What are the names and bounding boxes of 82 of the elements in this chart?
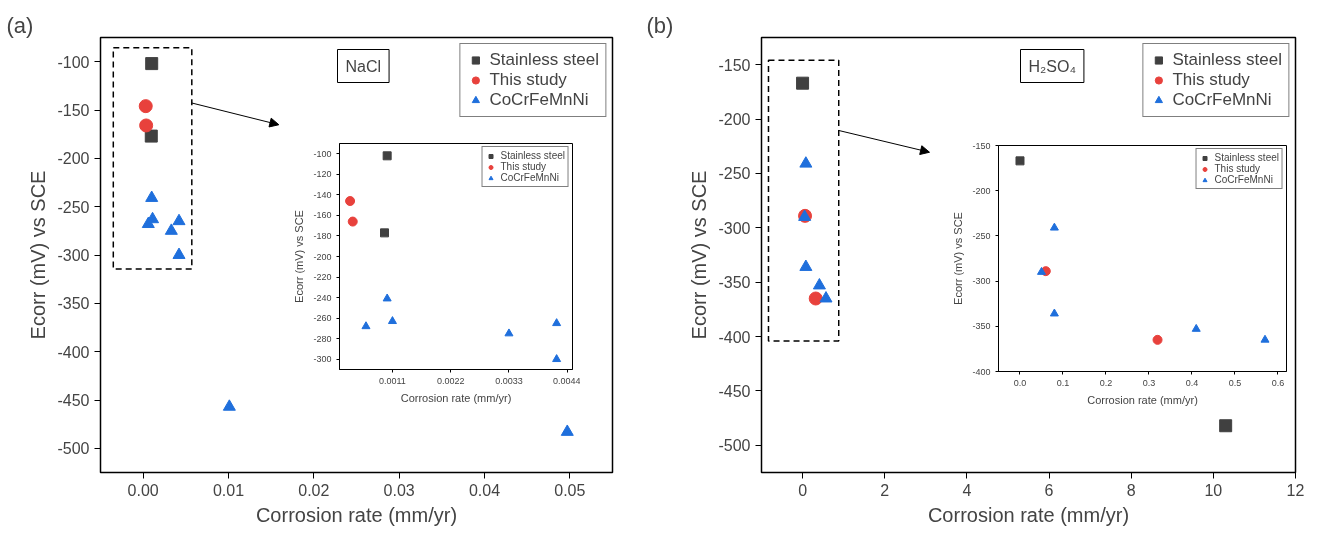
x-tick-label: 4 — [962, 481, 972, 499]
legend-label: This study — [489, 70, 567, 90]
y-tick-label: -350 — [718, 274, 751, 292]
legend-label: Stainless steel — [489, 50, 599, 70]
y-tick-label: -120 — [313, 169, 332, 180]
y-tick-label: -300 — [718, 219, 751, 237]
y-tick-label: -250 — [972, 230, 991, 241]
x-tick-label: 0.2 — [1099, 377, 1113, 388]
y-tick-label: -150 — [718, 56, 751, 74]
y-tick-label: -400 — [57, 343, 90, 361]
x-tick-label: 0.0044 — [552, 375, 581, 386]
y-tick-label: -180 — [313, 230, 332, 241]
annotation: NaCl — [345, 57, 382, 75]
x-tick-label: 0 — [798, 481, 808, 499]
y-tick-label: -400 — [718, 328, 751, 346]
y-tick-label: -400 — [972, 366, 991, 377]
x-tick-label: 0.00 — [127, 481, 159, 499]
y-tick-label: -350 — [57, 295, 90, 313]
x-tick-label: 10 — [1204, 481, 1223, 499]
y-tick-label: -140 — [313, 189, 332, 200]
y-tick-label: -450 — [57, 392, 90, 409]
x-tick-label: 0.03 — [383, 481, 415, 499]
legend-label: This study — [1172, 70, 1250, 90]
legend-label: This study — [500, 161, 547, 172]
annotation: H₂SO₄ — [1028, 57, 1076, 75]
y-tick-label: -300 — [313, 354, 332, 365]
y-axis-title: Ecorr (mV) vs SCE — [952, 212, 965, 305]
y-tick-label: -350 — [972, 321, 991, 332]
x-tick-label: 0.0022 — [436, 375, 465, 386]
legend-label: CoCrFeMnNi — [489, 90, 589, 110]
y-tick-label: -260 — [313, 313, 332, 324]
x-axis-title: Corrosion rate (mm/yr) — [927, 503, 1130, 526]
chart-title: (a) — [6, 12, 34, 38]
y-tick-label: -280 — [313, 333, 332, 344]
x-tick-label: 2 — [880, 481, 890, 499]
y-axis-title: Ecorr (mV) vs SCE — [293, 210, 306, 303]
x-axis-title: Corrosion rate (mm/yr) — [400, 391, 512, 404]
y-tick-label: -250 — [718, 165, 751, 183]
y-tick-label: -220 — [313, 272, 332, 283]
legend-label: CoCrFeMnNi — [1172, 90, 1272, 110]
x-tick-label: 0.04 — [468, 481, 501, 499]
y-tick-label: -100 — [313, 148, 332, 159]
y-tick-label: -200 — [57, 150, 90, 168]
x-axis-title: Corrosion rate (mm/yr) — [1087, 393, 1198, 406]
legend-label: This study — [1214, 163, 1261, 174]
y-tick-label: -300 — [972, 276, 991, 287]
x-tick-label: 0.5 — [1228, 377, 1242, 388]
x-tick-label: 0.1 — [1056, 377, 1070, 388]
x-tick-label: 0.05 — [554, 481, 586, 499]
x-axis-title: Corrosion rate (mm/yr) — [255, 503, 458, 526]
y-tick-label: -300 — [57, 247, 90, 264]
y-tick-label: -200 — [313, 251, 332, 262]
x-tick-label: 0.4 — [1185, 377, 1199, 388]
y-tick-label: -200 — [718, 111, 751, 129]
y-tick-label: -500 — [718, 437, 751, 455]
y-tick-label: -500 — [57, 440, 90, 458]
x-tick-label: 12 — [1286, 481, 1305, 499]
x-tick-label: 8 — [1126, 481, 1136, 499]
x-tick-label: 0.3 — [1142, 377, 1156, 388]
y-tick-label: -150 — [972, 140, 991, 151]
x-tick-label: 0.02 — [298, 481, 330, 499]
legend-label: CoCrFeMnNi — [500, 172, 559, 183]
legend-label: Stainless steel — [500, 150, 565, 161]
y-tick-label: -200 — [972, 185, 991, 196]
y-axis-title: Ecorr (mV) vs SCE — [688, 170, 711, 340]
legend-label: Stainless steel — [1172, 50, 1282, 70]
y-tick-label: -250 — [57, 198, 90, 216]
y-axis-title: Ecorr (mV) vs SCE — [27, 170, 50, 340]
legend-label: Stainless steel — [1214, 152, 1279, 163]
y-tick-label: -240 — [313, 292, 332, 303]
x-tick-label: 0.01 — [212, 481, 245, 499]
y-tick-label: -160 — [313, 210, 332, 221]
x-tick-label: 0.6 — [1271, 377, 1285, 388]
y-tick-label: -100 — [57, 53, 90, 71]
y-tick-label: -450 — [718, 382, 751, 400]
x-tick-label: 0.0033 — [495, 375, 523, 386]
y-tick-label: -150 — [57, 102, 90, 119]
x-tick-label: 0.0011 — [379, 375, 406, 386]
x-tick-label: 0.0 — [1013, 377, 1027, 388]
x-tick-label: 6 — [1044, 481, 1054, 499]
legend-label: CoCrFeMnNi — [1214, 174, 1273, 185]
chart-title: (b) — [646, 12, 674, 38]
